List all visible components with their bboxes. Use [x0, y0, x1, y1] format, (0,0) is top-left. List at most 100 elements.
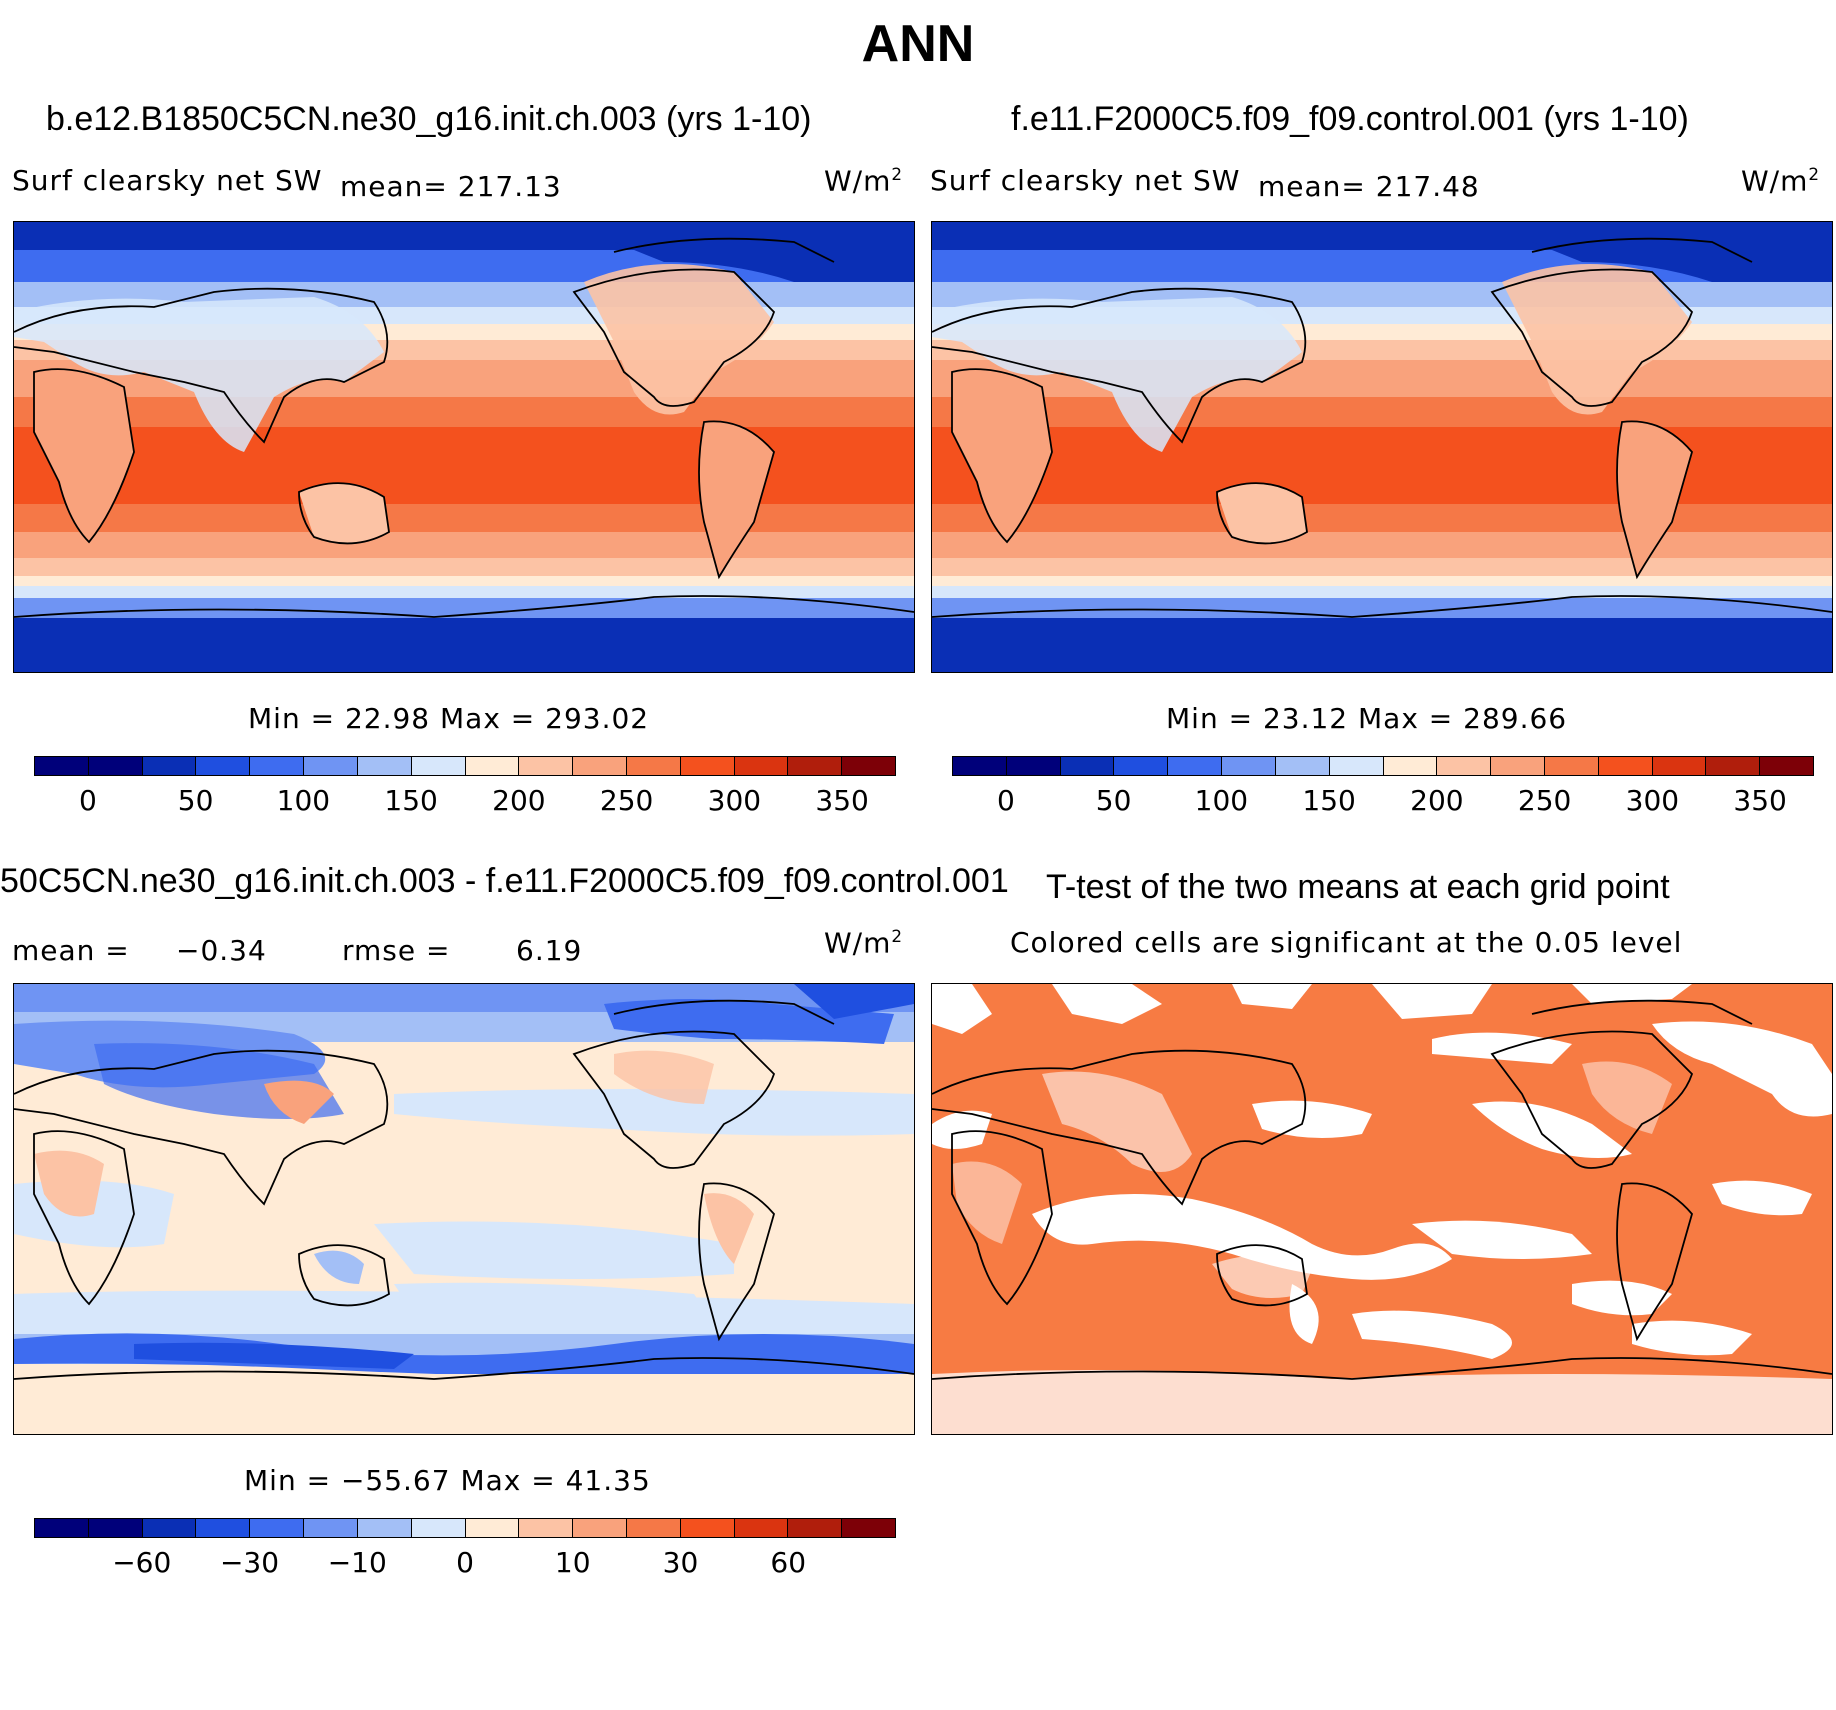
colorbar-swatch [250, 757, 305, 775]
case2-minmax: Min = 23.12 Max = 289.66 [1166, 702, 1568, 735]
ttest-map [931, 983, 1833, 1435]
page-title: ANN [861, 15, 975, 73]
diff-rmse-label: rmse = [342, 934, 451, 967]
colorbar-tick-label: 100 [276, 784, 331, 817]
diff-colorbar [34, 1518, 896, 1538]
colorbar-swatch [1275, 757, 1330, 775]
colorbar-swatch [842, 757, 895, 775]
colorbar-swatch [519, 757, 574, 775]
diff-map [13, 983, 915, 1435]
colorbar-swatch [1006, 757, 1061, 775]
colorbar-swatch [465, 1519, 520, 1537]
colorbar-swatch [411, 1519, 466, 1537]
colorbar-swatch [1652, 757, 1707, 775]
colorbar-tick-label: 350 [1733, 784, 1787, 817]
colorbar-tick-label: 300 [707, 784, 762, 817]
colorbar-tick-label: 350 [815, 784, 869, 817]
colorbar-tick-label: −10 [327, 1546, 387, 1579]
colorbar-swatch [953, 757, 1007, 775]
colorbar-tick-label: 200 [492, 784, 546, 817]
colorbar-swatch [734, 757, 789, 775]
colorbar-swatch [842, 1519, 895, 1537]
colorbar-swatch [250, 1519, 305, 1537]
colorbar-swatch [680, 757, 735, 775]
colorbar-tick-label: 150 [1302, 784, 1356, 817]
colorbar-swatch [1544, 757, 1599, 775]
colorbar-swatch [142, 1519, 197, 1537]
colorbar-tick-label: 0 [78, 784, 97, 817]
colorbar-swatch [196, 1519, 251, 1537]
case1-map-field [14, 222, 914, 672]
colorbar-tick-label: 60 [770, 1546, 807, 1579]
case1-variable: Surf clearsky net SW [12, 164, 323, 197]
colorbar-tick-label: −60 [112, 1546, 172, 1579]
colorbar-swatch [88, 1519, 143, 1537]
case1-title: b.e12.B1850C5CN.ne30_g16.init.ch.003 (yr… [46, 100, 812, 138]
colorbar-tick-label: 0 [456, 1546, 474, 1579]
colorbar-swatch [734, 1519, 789, 1537]
case1-units: W/m2 [824, 164, 904, 198]
ttest-title: T-test of the two means at each grid poi… [1046, 868, 1670, 906]
colorbar-swatch [1329, 757, 1384, 775]
colorbar-tick-label: 250 [1517, 784, 1572, 817]
colorbar-swatch [1222, 757, 1276, 775]
colorbar-swatch [1598, 757, 1653, 775]
colorbar-swatch [1114, 757, 1169, 775]
colorbar-swatch [1706, 757, 1761, 775]
case2-map-field [932, 222, 1832, 672]
diff-title: 50C5CN.ne30_g16.init.ch.003 - f.e11.F200… [0, 862, 1009, 900]
ttest-subtitle: Colored cells are significant at the 0.0… [1010, 926, 1683, 959]
case2-title: f.e11.F2000C5.f09_f09.control.001 (yrs 1… [1011, 100, 1689, 138]
colorbar-swatch [626, 757, 681, 775]
colorbar-swatch [1168, 757, 1223, 775]
colorbar-swatch [573, 1519, 627, 1537]
colorbar-swatch [142, 757, 197, 775]
colorbar-swatch [357, 1519, 412, 1537]
colorbar-swatch [196, 757, 251, 775]
colorbar-swatch [1383, 757, 1438, 775]
case1-mean: mean= 217.13 [340, 170, 562, 203]
colorbar-swatch [411, 757, 466, 775]
case2-map [931, 221, 1833, 673]
case2-mean: mean= 217.48 [1258, 170, 1480, 203]
colorbar-swatch [519, 1519, 574, 1537]
ttest-map-field [932, 984, 1832, 1434]
colorbar-swatch [1491, 757, 1545, 775]
colorbar-swatch [357, 757, 412, 775]
colorbar-swatch [304, 1519, 358, 1537]
case1-colorbar [34, 756, 896, 776]
colorbar-tick-label: 0 [996, 784, 1015, 817]
colorbar-swatch [788, 1519, 843, 1537]
colorbar-swatch [1060, 757, 1115, 775]
colorbar-swatch [573, 757, 627, 775]
colorbar-swatch [680, 1519, 735, 1537]
case2-colorbar [952, 756, 1814, 776]
colorbar-swatch [1760, 757, 1813, 775]
colorbar-tick-label: 100 [1194, 784, 1249, 817]
diff-mean-value: −0.34 [176, 934, 267, 967]
colorbar-swatch [88, 757, 143, 775]
colorbar-swatch [35, 1519, 89, 1537]
colorbar-swatch [465, 757, 520, 775]
colorbar-tick-label: 50 [1095, 784, 1132, 817]
colorbar-swatch [788, 757, 843, 775]
diff-rmse-value: 6.19 [516, 934, 583, 967]
case2-units: W/m2 [1741, 164, 1821, 198]
colorbar-tick-label: 10 [554, 1546, 591, 1579]
diff-map-field [14, 984, 914, 1434]
case1-map [13, 221, 915, 673]
colorbar-tick-label: 250 [599, 784, 654, 817]
colorbar-tick-label: −30 [219, 1546, 280, 1579]
colorbar-swatch [626, 1519, 681, 1537]
colorbar-swatch [304, 757, 358, 775]
colorbar-tick-label: 200 [1410, 784, 1464, 817]
colorbar-swatch [35, 757, 89, 775]
case2-variable: Surf clearsky net SW [930, 164, 1241, 197]
colorbar-tick-label: 150 [384, 784, 438, 817]
diff-units: W/m2 [824, 926, 904, 960]
case1-minmax: Min = 22.98 Max = 293.02 [248, 702, 650, 735]
diff-mean-label: mean = [12, 934, 130, 967]
colorbar-tick-label: 30 [662, 1546, 699, 1579]
diff-minmax: Min = −55.67 Max = 41.35 [244, 1464, 651, 1497]
colorbar-tick-label: 50 [177, 784, 214, 817]
